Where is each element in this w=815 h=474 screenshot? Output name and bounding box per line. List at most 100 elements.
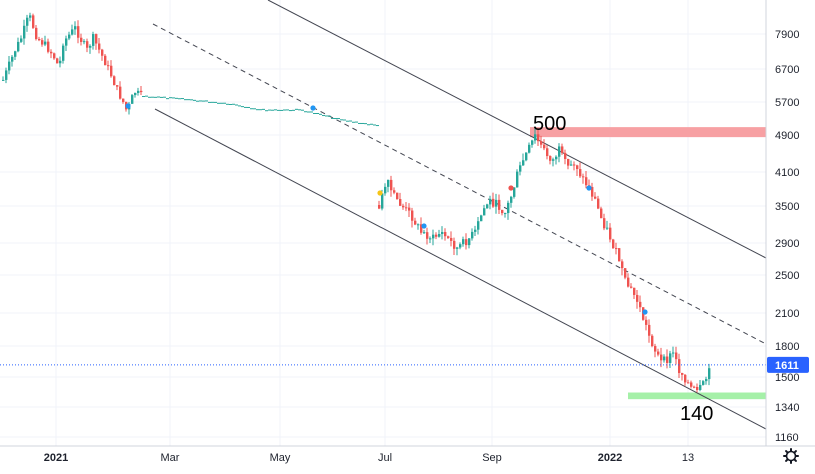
- candle: [600, 208, 603, 219]
- candle: [68, 34, 71, 39]
- candle: [426, 232, 429, 239]
- candle: [402, 205, 405, 208]
- last-price-badge: [767, 356, 809, 373]
- candle: [41, 40, 44, 45]
- candle: [513, 187, 516, 197]
- candle: [456, 247, 459, 249]
- candle: [573, 164, 576, 166]
- candle: [471, 231, 474, 239]
- y-tick-label: 5700: [775, 97, 799, 109]
- event-markers: [125, 103, 648, 315]
- candle: [603, 218, 606, 229]
- candle: [378, 205, 381, 209]
- event-marker[interactable]: [310, 105, 316, 111]
- candle: [495, 199, 498, 207]
- last-price-tag: 1611: [767, 356, 809, 373]
- candle: [699, 384, 702, 390]
- candle: [618, 248, 621, 262]
- candle: [411, 210, 414, 221]
- candle: [579, 169, 582, 177]
- candle: [98, 43, 101, 50]
- x-tick-label: Mar: [161, 452, 180, 464]
- candle: [492, 198, 495, 207]
- candle: [630, 286, 633, 288]
- candle: [681, 373, 684, 375]
- candle: [134, 92, 137, 96]
- candle: [417, 224, 420, 226]
- candle: [615, 248, 618, 250]
- candle: [546, 148, 549, 157]
- x-axis-ticks: 2021 Mar May Jul Sep 2022 13: [44, 452, 694, 464]
- x-tick-label: Sep: [482, 452, 502, 464]
- candle: [74, 26, 77, 30]
- candle: [17, 41, 20, 52]
- event-marker[interactable]: [125, 103, 131, 109]
- candle: [684, 374, 687, 383]
- candle: [14, 51, 17, 57]
- candle: [708, 368, 711, 380]
- candle: [11, 56, 14, 62]
- candle: [396, 192, 399, 200]
- candle: [468, 238, 471, 246]
- candle: [540, 141, 543, 145]
- candle: [498, 199, 501, 210]
- chart-settings-button[interactable]: [783, 448, 799, 464]
- candle: [477, 221, 480, 230]
- lower-channel-line[interactable]: [154, 108, 767, 430]
- resistance-zone: [530, 127, 766, 138]
- candle: [38, 39, 41, 41]
- candle: [678, 359, 681, 374]
- event-marker[interactable]: [642, 309, 648, 315]
- last-price-value: 1611: [775, 360, 799, 372]
- event-marker[interactable]: [421, 223, 427, 229]
- candle: [633, 287, 636, 295]
- candle: [62, 45, 65, 61]
- candle: [131, 95, 134, 104]
- candle: [567, 159, 570, 166]
- candle: [381, 193, 384, 209]
- candle: [480, 215, 483, 222]
- candle: [65, 38, 68, 46]
- candle: [591, 186, 594, 197]
- candle: [435, 234, 438, 237]
- candle: [420, 224, 423, 233]
- candle: [669, 353, 672, 363]
- candle: [447, 236, 450, 238]
- candle: [405, 207, 408, 209]
- candle: [89, 45, 92, 48]
- x-tick-label: 2022: [598, 452, 622, 464]
- candle: [414, 220, 417, 225]
- candle: [627, 277, 630, 287]
- candle: [384, 186, 387, 194]
- x-tick-label: 2021: [44, 452, 68, 464]
- candle: [543, 144, 546, 149]
- event-marker[interactable]: [508, 185, 514, 191]
- candle: [510, 196, 513, 203]
- candle: [29, 15, 32, 18]
- y-tick-label: 1500: [775, 372, 799, 384]
- upper-channel-line[interactable]: [267, 0, 767, 259]
- annotation-label: 500: [533, 113, 566, 135]
- y-tick-label: 2500: [775, 270, 799, 282]
- candle: [20, 38, 23, 42]
- candle: [474, 229, 477, 232]
- middle-channel-line[interactable]: [152, 23, 767, 345]
- candle: [92, 34, 95, 46]
- candle: [50, 51, 53, 54]
- zones: [530, 127, 766, 400]
- event-marker[interactable]: [377, 190, 383, 196]
- candle: [516, 171, 519, 188]
- candle: [59, 60, 62, 64]
- candle: [528, 144, 531, 153]
- y-tick-label: 1800: [775, 341, 799, 353]
- event-marker[interactable]: [586, 185, 592, 191]
- candle: [621, 261, 624, 269]
- candle: [486, 204, 489, 209]
- candle: [570, 164, 573, 166]
- y-tick-label: 6700: [775, 64, 799, 76]
- candle: [453, 240, 456, 249]
- candle: [26, 17, 29, 26]
- gear-icon[interactable]: [783, 448, 799, 464]
- candle: [80, 37, 83, 42]
